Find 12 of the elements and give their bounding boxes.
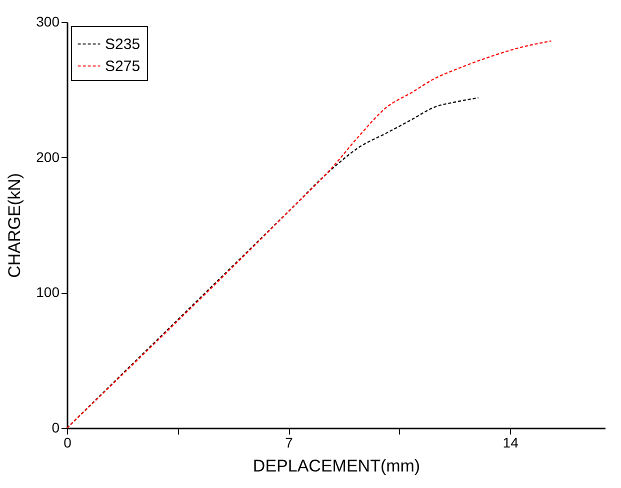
x-tick-label: 0 xyxy=(64,434,72,450)
legend-label: S275 xyxy=(105,58,140,75)
legend-label: S235 xyxy=(105,36,140,53)
y-tick-label: 200 xyxy=(36,148,60,165)
y-tick-label: 0 xyxy=(52,420,60,436)
y-tick-label: 100 xyxy=(36,284,60,300)
y-axis-title: CHARGE(kN) xyxy=(5,173,24,278)
y-tick-label: 300 xyxy=(36,14,60,30)
x-axis-title: DEPLACEMENT(mm) xyxy=(252,456,420,476)
line-series xyxy=(66,40,552,429)
x-tick-label: 7 xyxy=(285,434,294,450)
x-tick-label: 14 xyxy=(502,434,519,450)
